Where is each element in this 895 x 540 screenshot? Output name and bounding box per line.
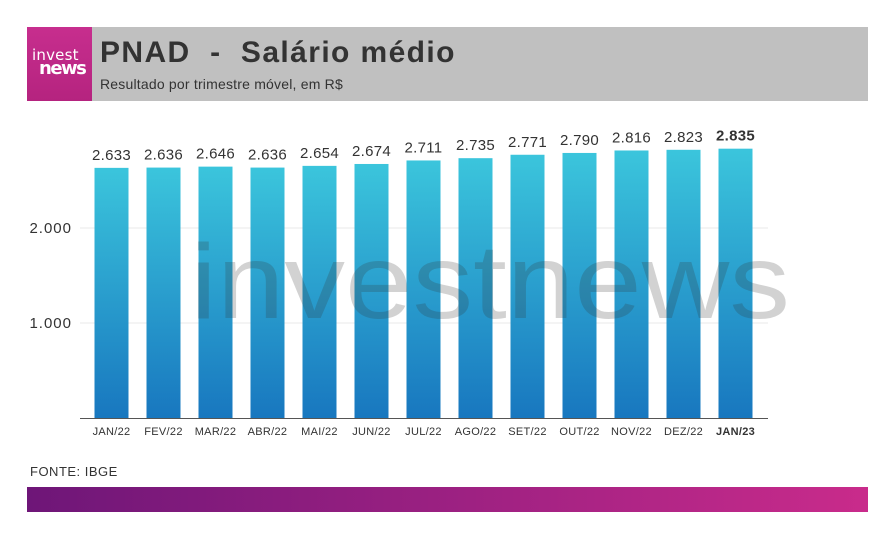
- investnews-logo: invest news: [27, 27, 92, 101]
- bar-jul-22: [406, 160, 441, 418]
- y-tick-label: 2.000: [29, 220, 72, 237]
- x-tick-label-jun-22: JUN/22: [352, 426, 390, 438]
- x-tick-label-fev-22: FEV/22: [144, 426, 183, 438]
- value-label-jul-22: 2.711: [405, 139, 443, 156]
- x-tick-label-dez-22: DEZ/22: [664, 426, 703, 438]
- bar-set-22: [510, 154, 545, 418]
- bar-mai-22: [302, 165, 337, 418]
- x-tick-label-jan-22: JAN/22: [93, 426, 131, 438]
- bar-jan-23: [718, 148, 753, 419]
- bar-fev-22: [146, 167, 181, 418]
- bar-jun-22: [354, 163, 389, 418]
- value-label-ago-22: 2.735: [456, 137, 495, 154]
- logo-text-invest: invest: [32, 46, 79, 64]
- x-tick-label-abr-22: ABR/22: [248, 426, 288, 438]
- x-tick-label-set-22: SET/22: [508, 426, 547, 438]
- x-tick-label-out-22: OUT/22: [559, 426, 599, 438]
- footer-gradient-bar: [27, 487, 868, 512]
- y-tick-label: 1.000: [29, 315, 72, 332]
- bar-value-labels: 2.633 2.636 2.646 2.636 2.654 2.674 2.711 2.735…: [92, 128, 755, 164]
- page-title: PNAD - Salário médio: [100, 36, 456, 69]
- value-label-dez-22: 2.823: [664, 129, 703, 146]
- header-bar: [27, 27, 868, 101]
- bars: [94, 148, 753, 419]
- value-label-nov-22: 2.816: [612, 129, 651, 146]
- x-tick-label-jan-23: JAN/23: [716, 426, 755, 438]
- value-label-jan-23: 2.835: [716, 128, 755, 145]
- value-label-fev-22: 2.636: [144, 147, 183, 164]
- value-label-abr-22: 2.636: [248, 147, 287, 164]
- source-label: FONTE: IBGE: [30, 464, 118, 479]
- watermark: investnews: [190, 223, 790, 341]
- bar-mar-22: [198, 166, 233, 418]
- bar-dez-22: [666, 149, 701, 418]
- value-label-set-22: 2.771: [508, 134, 547, 151]
- bar-out-22: [562, 152, 597, 418]
- bar-abr-22: [250, 167, 285, 418]
- page-subtitle: Resultado por trimestre móvel, em R$: [100, 76, 343, 92]
- value-label-jun-22: 2.674: [352, 143, 391, 160]
- value-label-mai-22: 2.654: [300, 145, 339, 162]
- x-tick-label-ago-22: AGO/22: [455, 426, 497, 438]
- logo-text-news: news: [39, 58, 87, 79]
- bar-jan-22: [94, 167, 129, 418]
- value-label-mar-22: 2.646: [196, 146, 235, 163]
- y-axis-tick-labels: 1.000 2.000: [29, 220, 72, 332]
- bar-nov-22: [614, 150, 649, 419]
- bar-ago-22: [458, 158, 493, 419]
- x-tick-label-mar-22: MAR/22: [195, 426, 237, 438]
- x-tick-label-nov-22: NOV/22: [611, 426, 652, 438]
- x-axis-tick-labels: JAN/22 FEV/22 MAR/22 ABR/22 MAI/22 JUN/22 JUL/…: [93, 426, 755, 438]
- x-tick-label-jul-22: JUL/22: [405, 426, 442, 438]
- value-label-jan-22: 2.633: [92, 147, 131, 164]
- value-label-out-22: 2.790: [560, 132, 599, 149]
- x-tick-label-mai-22: MAI/22: [301, 426, 338, 438]
